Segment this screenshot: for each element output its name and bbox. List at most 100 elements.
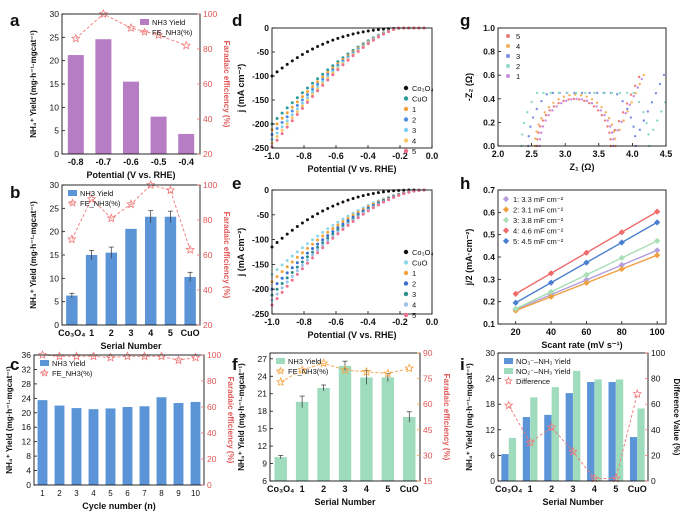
curve-point bbox=[285, 119, 289, 123]
eis-point bbox=[552, 105, 556, 108]
legend-label: 2 bbox=[412, 116, 416, 125]
curve-point bbox=[407, 190, 411, 194]
eis-point bbox=[629, 116, 633, 119]
curve-point bbox=[371, 38, 375, 42]
bar bbox=[85, 255, 98, 325]
eis-point bbox=[621, 111, 625, 114]
panel-letter: e bbox=[232, 174, 241, 193]
legend-label: Co₃O₄ bbox=[412, 84, 434, 93]
fe-star-marker bbox=[611, 473, 621, 483]
curve-point bbox=[321, 75, 325, 79]
curve-point bbox=[336, 202, 340, 206]
eis-point bbox=[626, 110, 629, 113]
tick-label: 18 bbox=[258, 406, 268, 416]
fe-line bbox=[508, 393, 638, 479]
bar bbox=[508, 437, 517, 481]
curve-point bbox=[285, 271, 289, 275]
fe-star-marker bbox=[145, 179, 156, 190]
curve-point bbox=[295, 255, 299, 259]
fe-star-marker bbox=[165, 185, 176, 195]
x-tick-label: 3 bbox=[342, 484, 347, 494]
x-tick-label: 2 bbox=[57, 489, 62, 498]
curve-point bbox=[316, 89, 320, 93]
curve-point bbox=[356, 195, 360, 199]
tick-label: 20 bbox=[50, 56, 60, 66]
curve-point bbox=[321, 72, 325, 76]
legend-marker bbox=[506, 54, 510, 58]
curve-point bbox=[356, 50, 360, 54]
x-tick-label: 3.5 bbox=[593, 149, 606, 159]
eis-point bbox=[522, 121, 526, 125]
curve-point bbox=[295, 110, 299, 114]
x-tick-label: Co₃O₄ bbox=[495, 484, 522, 494]
x-tick-label: 2.0 bbox=[492, 149, 505, 159]
plot-frame bbox=[497, 352, 649, 482]
x-tick-label: 2 bbox=[109, 328, 114, 338]
eis-point bbox=[547, 105, 551, 109]
y-axis-label: NH₄⁺ Yield (mg·h⁻¹·mgcat⁻¹) bbox=[5, 366, 14, 474]
y-axis-label: NH₄⁺ Yield (mg·h⁻¹·mgcat⁻¹) bbox=[29, 201, 38, 309]
y-axis-label: -Z₂ (Ω) bbox=[464, 73, 474, 101]
tick-label: 80 bbox=[203, 215, 213, 225]
curve-point bbox=[285, 276, 289, 280]
curve-point bbox=[387, 30, 391, 34]
eis-point bbox=[585, 95, 588, 98]
x-tick-label: 40 bbox=[546, 327, 556, 337]
curve-point bbox=[366, 209, 370, 213]
eis-point bbox=[557, 91, 561, 95]
tick-label: 20 bbox=[207, 454, 217, 464]
eis-point bbox=[537, 123, 540, 126]
eis-point bbox=[642, 73, 646, 77]
tick-label: 0 bbox=[264, 23, 269, 33]
panel-letter: g bbox=[460, 11, 470, 30]
curve-point bbox=[295, 56, 299, 60]
eis-point bbox=[537, 131, 540, 134]
tick-label: 5 bbox=[54, 297, 59, 307]
x-axis-label: Serial Number bbox=[542, 497, 604, 507]
eis-point bbox=[592, 105, 596, 108]
curve-point bbox=[326, 227, 330, 231]
curve-point bbox=[280, 128, 284, 132]
x-tick-label: -0.8 bbox=[296, 151, 312, 161]
eis-point bbox=[595, 105, 598, 108]
curve-point bbox=[285, 258, 289, 262]
curve-point bbox=[316, 248, 320, 252]
eis-point bbox=[621, 99, 624, 103]
bar bbox=[66, 295, 78, 325]
eis-point bbox=[596, 109, 600, 112]
eis-point bbox=[618, 128, 621, 131]
tick-label: 0 bbox=[490, 476, 495, 486]
tick-label: 0 bbox=[26, 480, 31, 490]
bar bbox=[173, 403, 184, 485]
legend-label: 5 bbox=[412, 147, 416, 156]
eis-point bbox=[575, 91, 578, 95]
x-tick-label: 4 bbox=[148, 328, 153, 338]
legend-marker bbox=[403, 291, 409, 297]
curve-point bbox=[311, 247, 315, 251]
legend-label: NH3 Yield bbox=[52, 359, 85, 368]
curve-point bbox=[285, 106, 289, 110]
curve-point bbox=[295, 261, 299, 265]
eis-point bbox=[580, 98, 584, 101]
curve-point bbox=[387, 189, 391, 193]
x-tick-label: 3 bbox=[570, 484, 575, 494]
eis-point bbox=[562, 95, 566, 98]
tick-label: 12 bbox=[258, 441, 268, 451]
tick-label: 0 bbox=[207, 480, 212, 490]
eis-point bbox=[538, 138, 542, 141]
eis-point bbox=[634, 135, 637, 138]
legend-label: 2: 3.1 mF cm⁻² bbox=[513, 206, 564, 215]
data-point bbox=[583, 259, 590, 266]
curve-point bbox=[290, 101, 294, 105]
curve-point bbox=[331, 234, 335, 238]
curve-point bbox=[275, 268, 279, 272]
data-point bbox=[654, 252, 661, 259]
tick-label: 4 bbox=[26, 466, 31, 476]
curve-point bbox=[316, 242, 320, 246]
legend-label: 3 bbox=[412, 126, 416, 135]
eis-point bbox=[530, 100, 533, 104]
fe-star-marker bbox=[71, 33, 81, 43]
eis-point bbox=[544, 113, 548, 117]
x-tick-label: 9 bbox=[176, 489, 181, 498]
